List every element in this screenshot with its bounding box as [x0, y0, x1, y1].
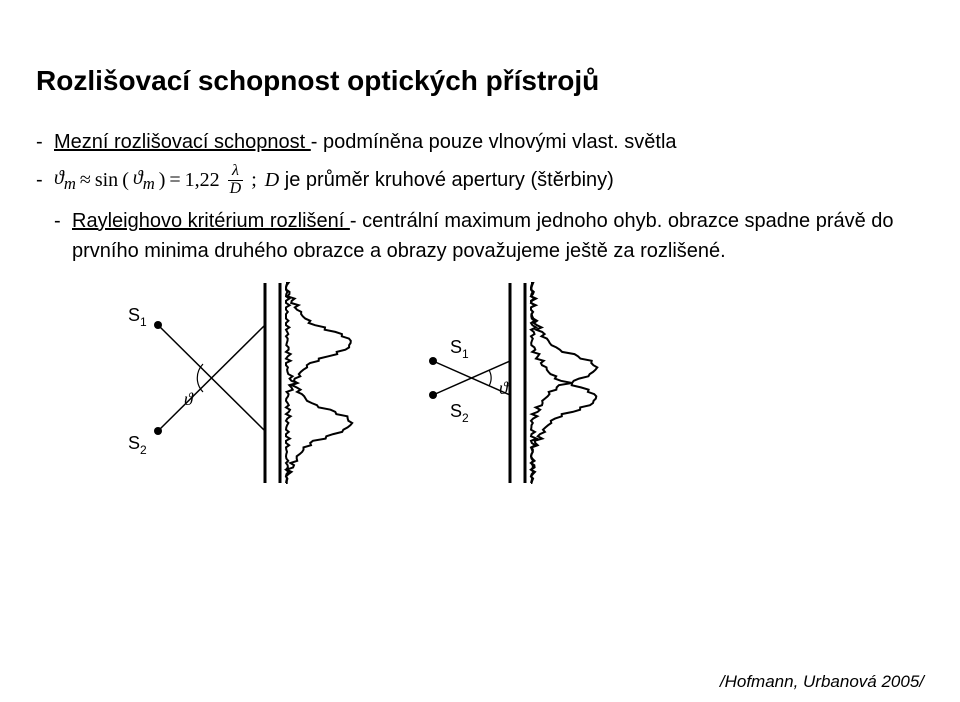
label-theta-right: ϑ	[499, 378, 509, 398]
theta-m-lhs: ϑm	[54, 167, 76, 194]
fraction-num: λ	[230, 163, 241, 180]
theta-m-arg: ϑm	[133, 167, 155, 194]
intensity-profile-left-bottom	[286, 283, 352, 483]
label-s1-left: S1	[128, 305, 147, 329]
plain-text: - podmíněna pouze vlnovými vlast. světla	[311, 131, 677, 153]
fraction-den: D	[228, 180, 244, 198]
underline-text: Mezní rozlišovací schopnost	[54, 131, 311, 153]
label-s2-right: S2	[450, 401, 469, 425]
sin-symbol: sin	[95, 169, 118, 192]
rayleigh-diagram: 1S1S2ϑS1S2ϑ	[36, 278, 924, 508]
equation-tail-text: D D je průměr kruhové apertury (štěrbiny…	[265, 169, 614, 192]
label-s1-right: S1	[450, 337, 469, 361]
equals-sign: =	[169, 169, 180, 192]
bullet-dash: -	[36, 127, 54, 157]
semicolon: ;	[251, 169, 257, 192]
fraction: λ D	[228, 163, 244, 198]
lecture-header: 2. přednáška - Optika pro mikroskopii ma…	[36, 14, 924, 37]
bullet-dash: -	[54, 206, 72, 236]
underline-text: Rayleighovo kritérium rozlišení	[72, 210, 350, 232]
approx-sign: ≈	[80, 169, 91, 192]
bullet-text: Mezní rozlišovací schopnost - podmíněna …	[54, 127, 924, 157]
citation: /Hofmann, Urbanová 2005/	[720, 672, 924, 692]
label-theta-left: ϑ	[184, 389, 194, 409]
rparen: )	[159, 169, 166, 192]
intensity-profile-right-bottom	[531, 283, 596, 483]
lparen: (	[122, 169, 129, 192]
bullet-text: Rayleighovo kritérium rozlišení - centrá…	[72, 206, 924, 266]
intensity-profile-right-top	[531, 283, 597, 483]
diagram-svg: 1S1S2ϑS1S2ϑ	[100, 278, 860, 508]
label-s2-left: S2	[128, 433, 147, 457]
bullet-dash: -	[36, 169, 54, 192]
bullet-rayleigh: - Rayleighovo kritérium rozlišení - cent…	[54, 206, 924, 266]
page-title: Rozlišovací schopnost optických přístroj…	[36, 65, 924, 97]
page: 2. přednáška - Optika pro mikroskopii ma…	[0, 0, 960, 702]
equation-line: - ϑm ≈ sin ( ϑm ) = 1,22 λ D ; D D je pr…	[36, 163, 924, 198]
bullet-limit-resolution: - Mezní rozlišovací schopnost - podmíněn…	[36, 127, 924, 157]
equation-body: ϑm ≈ sin ( ϑm ) = 1,22 λ D ; D D je prům…	[54, 163, 614, 198]
coefficient: 1,22	[185, 169, 220, 192]
